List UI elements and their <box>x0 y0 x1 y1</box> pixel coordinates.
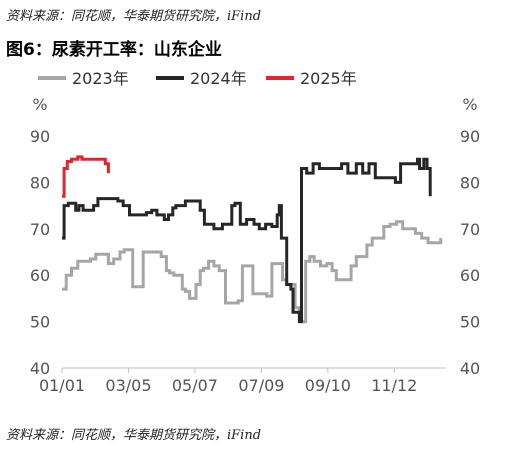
series-line-1 <box>62 220 443 324</box>
y-tick-label-right: 80 <box>460 173 480 192</box>
y-unit-right: % <box>462 95 477 114</box>
x-tick-label: 11/12 <box>371 376 417 395</box>
y-tick-label-right: 60 <box>460 266 480 285</box>
y-tick-label-left: 70 <box>30 220 50 239</box>
x-tick-label: 09/10 <box>305 376 351 395</box>
chart-title: 图6：尿素开工率：山东企业 <box>6 40 222 60</box>
x-tick-label: 01/01 <box>39 376 85 395</box>
legend-label: 2024年 <box>190 69 247 88</box>
series-group <box>62 155 443 324</box>
source-note-bottom: 资料来源：同花顺，华泰期货研究院，iFind <box>6 428 262 443</box>
x-tick-label: 07/09 <box>238 376 284 395</box>
y-tick-label-left: 50 <box>30 313 50 332</box>
series-line-3 <box>62 155 110 198</box>
x-tick-label: 03/05 <box>105 376 151 395</box>
x-tick-label: 05/07 <box>172 376 218 395</box>
y-tick-label-left: 80 <box>30 173 50 192</box>
y-tick-label-right: 70 <box>460 220 480 239</box>
y-tick-label-left: 40 <box>30 359 50 378</box>
y-tick-label-right: 50 <box>460 313 480 332</box>
series-line-2 <box>62 157 432 324</box>
legend-label: 2025年 <box>300 69 357 88</box>
y-tick-label-right: 40 <box>460 359 480 378</box>
y-tick-label-left: 90 <box>30 127 50 146</box>
legend: 2023年 2024年 2025年 <box>38 69 357 88</box>
y-tick-label-left: 60 <box>30 266 50 285</box>
x-axis-ticks: 01/01 03/05 05/07 07/09 09/10 11/12 <box>39 368 417 395</box>
y-unit-left: % <box>32 95 47 114</box>
y-tick-label-right: 90 <box>460 127 480 146</box>
source-note-top: 资料来源：同花顺，华泰期货研究院，iFind <box>6 9 262 24</box>
y-axis-ticks: 40 40 50 50 60 60 70 70 80 80 90 90 <box>30 127 480 378</box>
legend-label: 2023年 <box>72 69 129 88</box>
